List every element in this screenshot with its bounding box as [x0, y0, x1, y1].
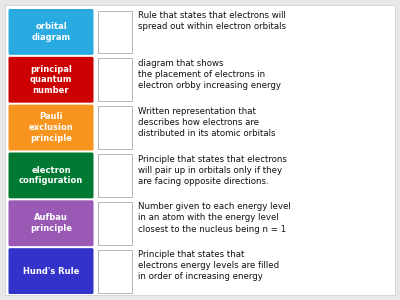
- Text: principal
quantum
number: principal quantum number: [30, 64, 72, 95]
- Text: Aufbau
principle: Aufbau principle: [30, 213, 72, 233]
- Bar: [98, 154, 132, 197]
- Text: orbital
diagram: orbital diagram: [32, 22, 70, 42]
- Text: diagram that shows
the placement of electrons in
electron orbby increasing energ: diagram that shows the placement of elec…: [138, 59, 281, 90]
- Bar: [98, 202, 132, 245]
- Text: Hund's Rule: Hund's Rule: [23, 267, 79, 276]
- Text: Principle that states that electrons
will pair up in orbitals only if they
are f: Principle that states that electrons wil…: [138, 154, 287, 186]
- Bar: [98, 11, 132, 53]
- FancyBboxPatch shape: [8, 248, 94, 294]
- Text: Rule that states that electrons will
spread out within electron orbitals: Rule that states that electrons will spr…: [138, 11, 286, 31]
- FancyBboxPatch shape: [8, 152, 94, 198]
- Bar: [98, 250, 132, 292]
- Text: electron
configuration: electron configuration: [19, 166, 83, 185]
- Bar: [98, 58, 132, 101]
- Text: Pauli
exclusion
principle: Pauli exclusion principle: [29, 112, 73, 143]
- Text: Principle that states that
electrons energy levels are filled
in order of increa: Principle that states that electrons ene…: [138, 250, 279, 281]
- FancyBboxPatch shape: [8, 9, 94, 55]
- Text: Number given to each energy level
in an atom with the energy level
closest to th: Number given to each energy level in an …: [138, 202, 291, 233]
- FancyBboxPatch shape: [8, 105, 94, 151]
- Bar: [98, 106, 132, 149]
- FancyBboxPatch shape: [8, 200, 94, 246]
- Text: Written representation that
describes how electrons are
distributed in its atomi: Written representation that describes ho…: [138, 107, 276, 138]
- FancyBboxPatch shape: [8, 57, 94, 103]
